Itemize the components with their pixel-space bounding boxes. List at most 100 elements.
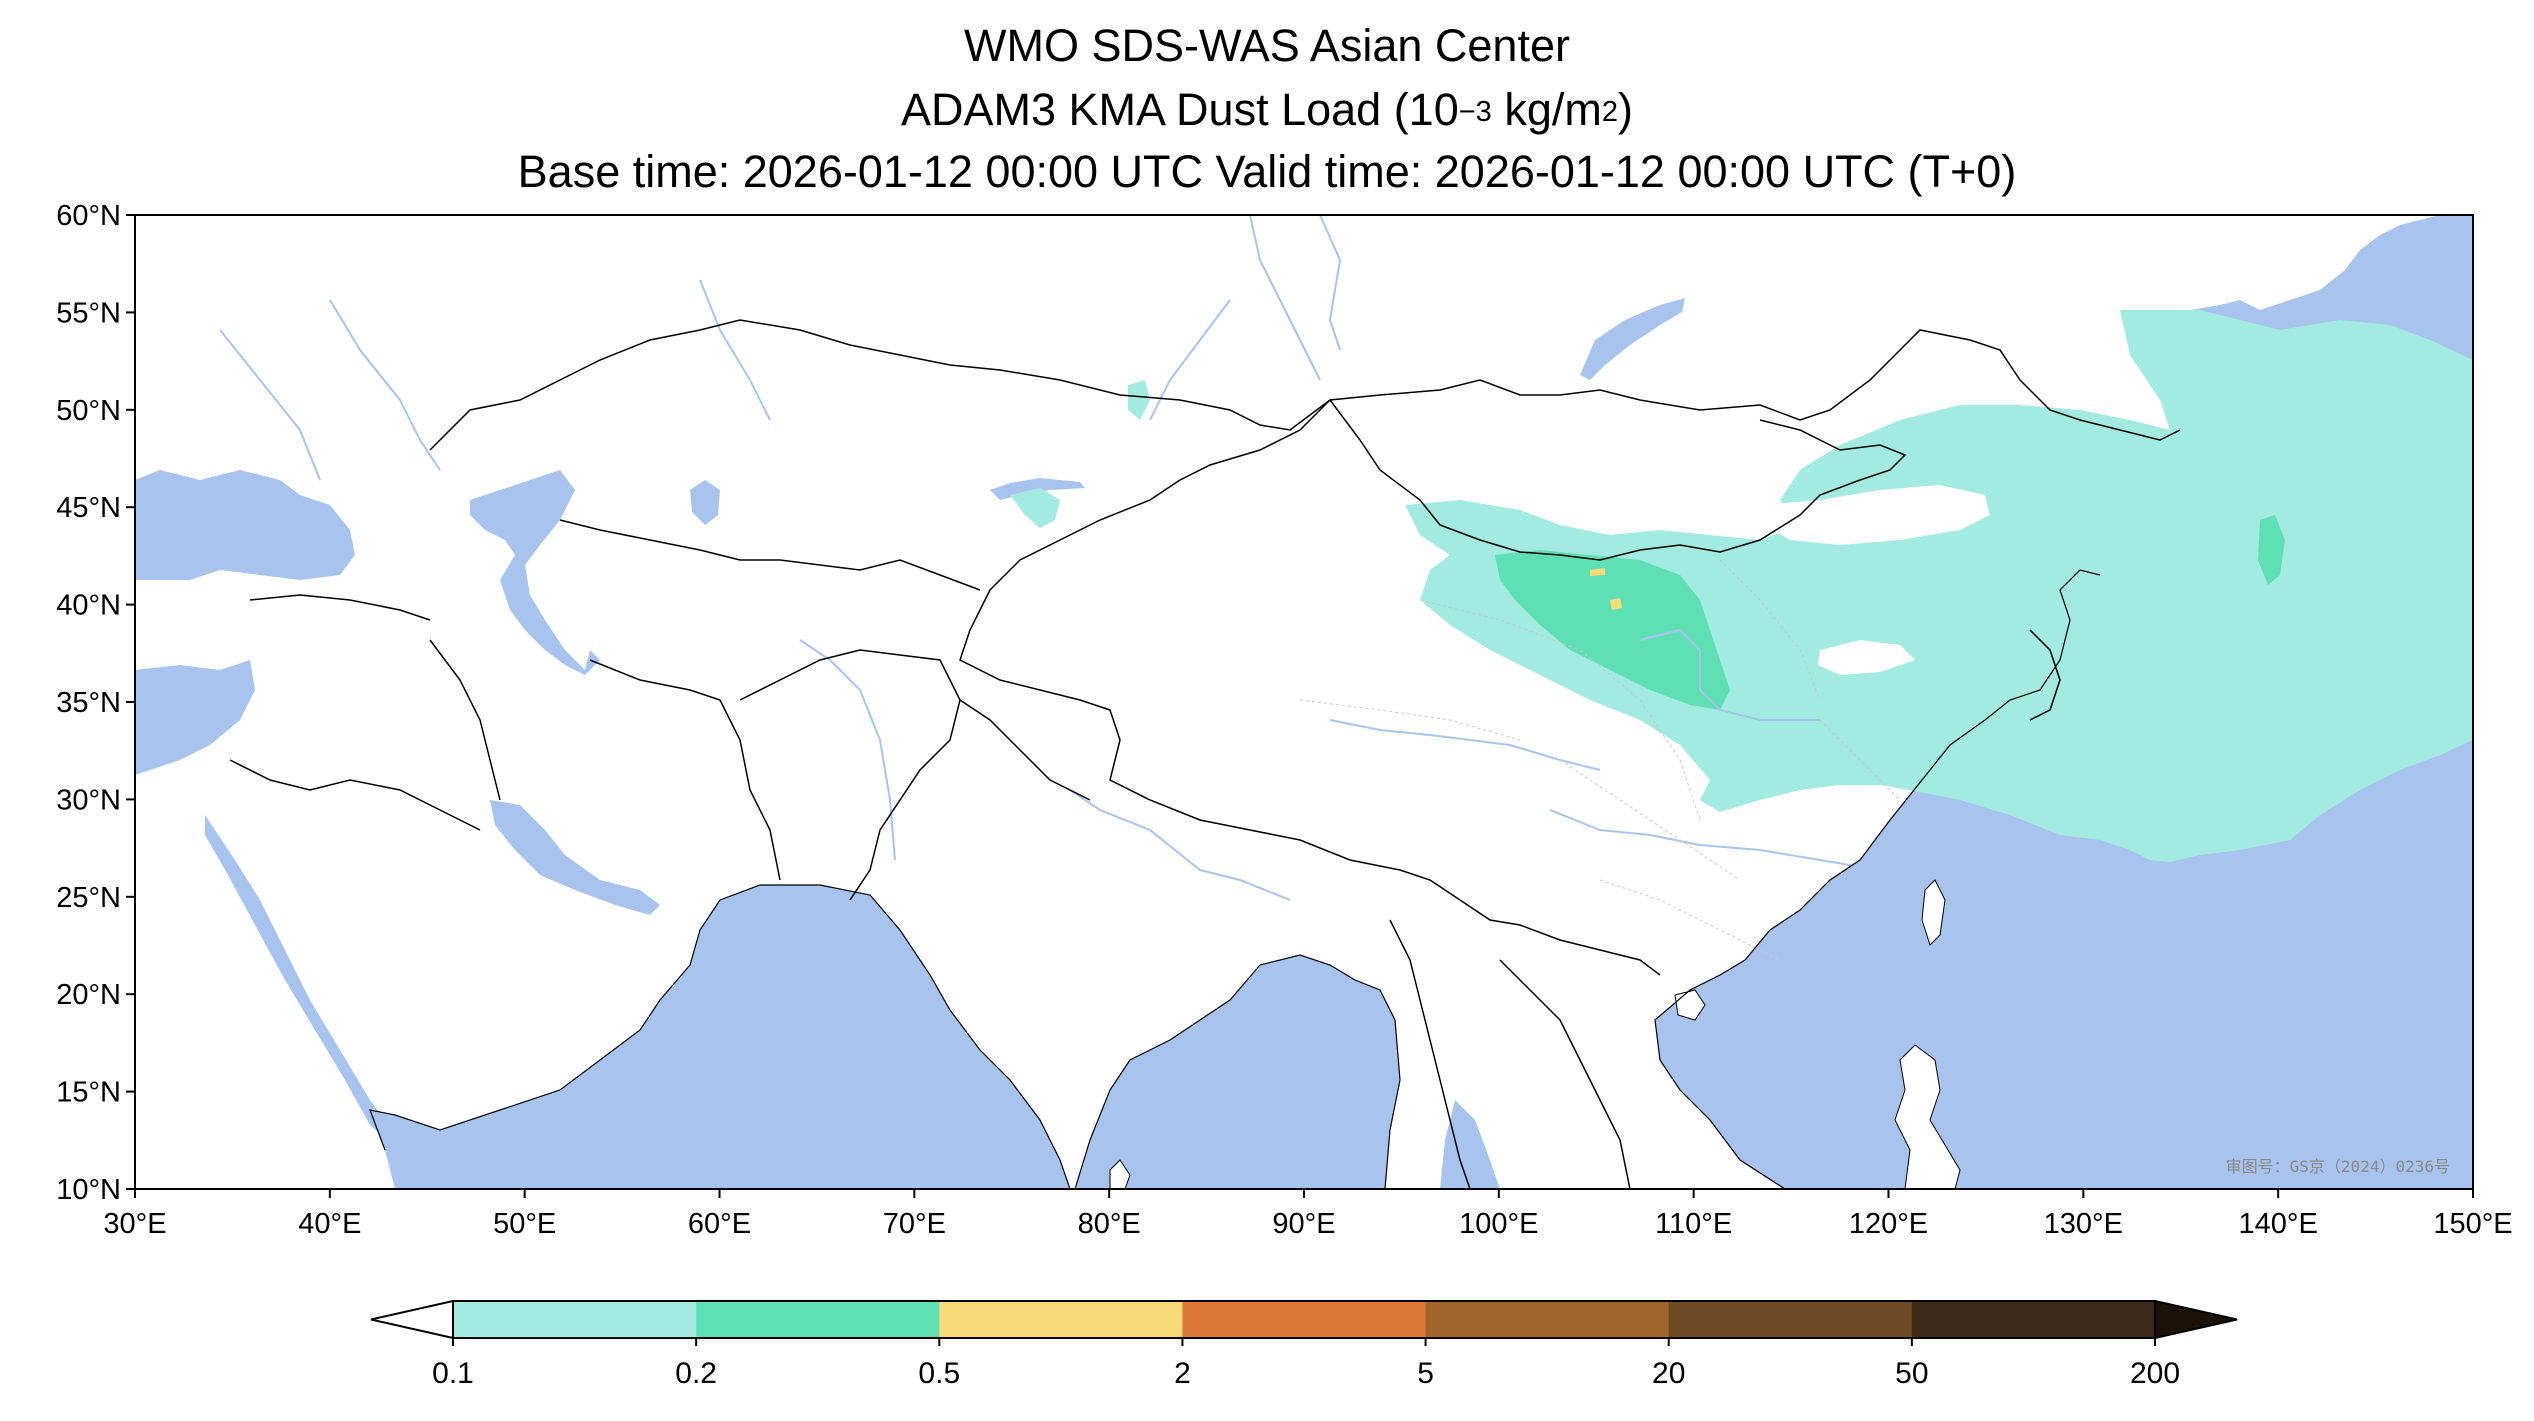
y-tick-label: 35°N	[56, 687, 121, 719]
colorbar-label: 0.1	[432, 1357, 474, 1390]
dust-spot-japan	[2258, 515, 2285, 585]
colorbar-segment	[1182, 1301, 1427, 1338]
dust-band-0.5-2-a	[1590, 568, 1605, 576]
y-tick-label: 60°N	[56, 200, 121, 232]
taiwan	[1921, 879, 1946, 946]
colorbar-label: 20	[1652, 1357, 1685, 1390]
border-laos-vietnam	[1499, 959, 1631, 1189]
dust-spot-kazakh	[1128, 380, 1150, 420]
arabian-sea	[370, 885, 1070, 1189]
y-tick-label: 55°N	[56, 297, 121, 329]
colorbar-label: 2	[1174, 1357, 1191, 1390]
subtitle-prefix: ADAM3 KMA Dust Load (10	[900, 84, 1459, 135]
lake-baikal	[1580, 298, 1685, 380]
border-mongolia-china	[1329, 399, 1907, 561]
persian-gulf	[490, 800, 660, 915]
x-tick-label: 100°E	[1459, 1208, 1538, 1240]
y-tick-label: 20°N	[56, 979, 121, 1011]
river-4	[1549, 809, 1881, 871]
x-tick-label: 40°E	[298, 1208, 361, 1240]
border-kazakh-south	[559, 519, 981, 591]
dust-layer	[1010, 310, 2473, 862]
y-tick-label: 25°N	[56, 882, 121, 914]
aral-sea	[690, 480, 720, 525]
colorbar-frame	[452, 1300, 2156, 1339]
river-8	[699, 279, 771, 421]
y-tick-label: 50°N	[56, 395, 121, 427]
border-saudi	[229, 759, 481, 831]
dust-cutout-gobi-gap	[1818, 640, 1915, 675]
x-tick-label: 30°E	[103, 1208, 166, 1240]
border-turkey	[249, 594, 431, 621]
coast-arabian	[369, 884, 1071, 1189]
x-tick-label: 60°E	[688, 1208, 751, 1240]
y-tick-label: 30°N	[56, 784, 121, 816]
bay-of-bengal	[1075, 955, 1400, 1189]
river-3	[1639, 628, 1820, 721]
y-tick-label: 15°N	[56, 1077, 121, 1109]
longitude-axis: 30°E 40°E 50°E 60°E 70°E 80°E 90°E 100°E 110°E 12…	[103, 1189, 2513, 1240]
caspian-sea	[470, 470, 600, 675]
subtitle-unit-exponent: 2	[1601, 96, 1618, 128]
map-watermark: 审图号：GS京（2024）0236号	[2226, 1157, 2450, 1176]
coastline-layer	[369, 569, 2101, 1189]
x-tick-label: 120°E	[1849, 1208, 1928, 1240]
dust-band-0.1-0.2	[1405, 310, 2473, 862]
province-6	[1599, 879, 1781, 961]
river-5	[799, 639, 896, 861]
colorbar-segment	[1425, 1301, 1670, 1338]
colorbar: 0.1 0.2 0.5 2 5 20 50 200	[370, 1299, 2238, 1390]
colorbar-segment	[939, 1301, 1183, 1338]
subtitle-unit: kg/m	[1491, 84, 1602, 135]
colorbar-segment	[1668, 1301, 1913, 1338]
x-tick-label: 110°E	[1655, 1208, 1732, 1240]
philippines	[1894, 1044, 1961, 1189]
andaman-sea	[1440, 1100, 1500, 1189]
river-11	[1149, 299, 1231, 421]
dust-band-0.2-0.5	[1495, 550, 1730, 710]
province-3	[1559, 759, 1741, 881]
y-tick-label: 45°N	[56, 492, 121, 524]
colorbar-label: 0.5	[918, 1357, 960, 1390]
time-info: Base time: 2026-01-12 00:00 UTC Valid ti…	[517, 146, 2017, 197]
x-tick-label: 50°E	[493, 1208, 556, 1240]
x-tick-label: 70°E	[883, 1208, 946, 1240]
mediterranean-sea	[135, 660, 255, 775]
subtitle-suffix: )	[1618, 84, 1633, 135]
colorbar-under-extend	[370, 1299, 454, 1340]
x-tick-label: 80°E	[1078, 1208, 1141, 1240]
colorbar-segment	[453, 1301, 697, 1338]
coast-china	[1654, 569, 2101, 1189]
colorbar-label: 50	[1895, 1357, 1928, 1390]
river-1	[1069, 789, 1291, 901]
border-china-west	[959, 399, 1661, 976]
border-russia-south	[429, 319, 2181, 451]
province-5	[1819, 719, 1901, 801]
coast-bengal	[1074, 954, 1401, 1189]
map-plot-area: 审图号：GS京（2024）0236号	[135, 215, 2473, 1189]
river-10	[219, 329, 321, 481]
colorbar-label: 5	[1417, 1357, 1434, 1390]
border-india-north	[959, 699, 1091, 801]
colorbar-segment	[696, 1301, 940, 1338]
rivers-layer	[219, 215, 1881, 901]
river-6	[1249, 215, 1321, 381]
y-tick-label: 10°N	[56, 1174, 121, 1206]
chart-title: WMO SDS-WAS Asian Center	[964, 20, 1570, 71]
x-tick-label: 150°E	[2433, 1208, 2512, 1240]
dust-band-0.5-2-b	[1610, 598, 1622, 610]
chart-subtitle: ADAM3 KMA Dust Load (10−3 kg/m2)	[0, 84, 2534, 142]
colorbar-over-extend	[2154, 1299, 2238, 1340]
colorbar-segment	[1911, 1301, 2156, 1338]
x-tick-label: 90°E	[1272, 1208, 1335, 1240]
colorbar-label: 200	[2130, 1357, 2180, 1390]
province-1	[1419, 599, 1701, 821]
province-2	[1299, 699, 1521, 741]
border-se-asia	[1389, 919, 1471, 1189]
colorbar-label: 0.2	[675, 1357, 717, 1390]
subtitle-exponent: −3	[1458, 96, 1492, 128]
y-tick-label: 40°N	[56, 590, 121, 622]
border-iran-east	[589, 659, 781, 881]
latitude-axis: 10°N 15°N 20°N 25°N 30°N 35°N 40°N 45°N 50°N 55°N…	[56, 200, 135, 1206]
